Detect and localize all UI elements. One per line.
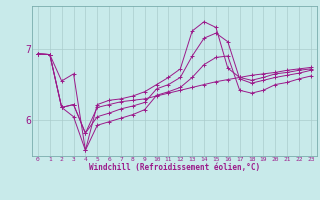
X-axis label: Windchill (Refroidissement éolien,°C): Windchill (Refroidissement éolien,°C) xyxy=(89,163,260,172)
